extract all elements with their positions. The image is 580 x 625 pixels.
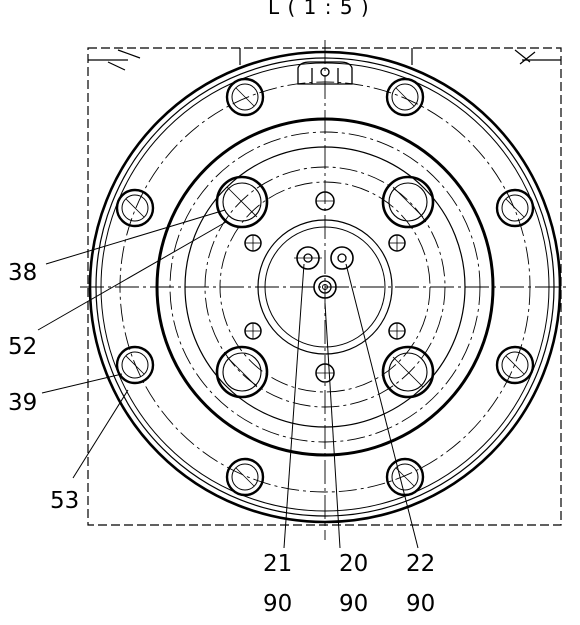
view-label: L ( 1 : 5 ) bbox=[268, 0, 370, 19]
bolt-hole-outer-8 bbox=[385, 457, 425, 497]
small-hole-top bbox=[315, 191, 335, 211]
callout-53: 53 bbox=[50, 488, 79, 514]
bolt-hole-inner-4 bbox=[381, 345, 435, 399]
port-20 bbox=[313, 275, 337, 299]
central-ports bbox=[294, 246, 354, 299]
small-hole-bottom bbox=[315, 363, 335, 383]
bolt-hole-outer-1 bbox=[225, 77, 265, 117]
callout-20: 20 bbox=[339, 551, 368, 577]
outer-rings bbox=[88, 50, 562, 524]
top-notch bbox=[297, 61, 353, 85]
callout-90-center: 90 bbox=[339, 591, 368, 617]
bolt-hole-inner-2 bbox=[381, 175, 435, 229]
callout-90-right: 90 bbox=[406, 591, 435, 617]
inner-bolt-holes bbox=[215, 175, 435, 399]
small-hole-3 bbox=[244, 322, 262, 340]
small-hole-2 bbox=[388, 234, 406, 252]
bolt-hole-outer-6 bbox=[495, 345, 535, 385]
bolt-circle bbox=[119, 81, 531, 493]
port-21 bbox=[294, 246, 322, 270]
small-hole-4 bbox=[388, 322, 406, 340]
frame-top-segments bbox=[88, 48, 561, 71]
bolt-hole-outer-4 bbox=[495, 188, 535, 228]
outer-bolt-holes bbox=[115, 77, 535, 497]
port-22 bbox=[330, 246, 354, 270]
outer-frame bbox=[87, 47, 562, 526]
leader-lines bbox=[37, 209, 419, 549]
small-holes bbox=[244, 191, 406, 383]
bolt-hole-outer-7 bbox=[225, 457, 265, 497]
inner-thick-ring bbox=[155, 117, 495, 457]
small-hole-1 bbox=[244, 234, 262, 252]
callout-90-left: 90 bbox=[263, 591, 292, 617]
callout-38: 38 bbox=[8, 260, 37, 286]
callout-52: 52 bbox=[8, 334, 37, 360]
callouts: 38 52 39 53 21 20 22 90 90 90 bbox=[8, 260, 435, 617]
bolt-hole-inner-1 bbox=[215, 175, 269, 229]
callout-39: 39 bbox=[8, 390, 37, 416]
callout-21: 21 bbox=[263, 551, 292, 577]
bolt-hole-outer-3 bbox=[115, 188, 155, 228]
bolt-hole-inner-3 bbox=[215, 345, 269, 399]
bolt-hole-outer-2 bbox=[385, 77, 425, 117]
callout-22: 22 bbox=[406, 551, 435, 577]
bolt-hole-outer-5 bbox=[115, 345, 155, 385]
